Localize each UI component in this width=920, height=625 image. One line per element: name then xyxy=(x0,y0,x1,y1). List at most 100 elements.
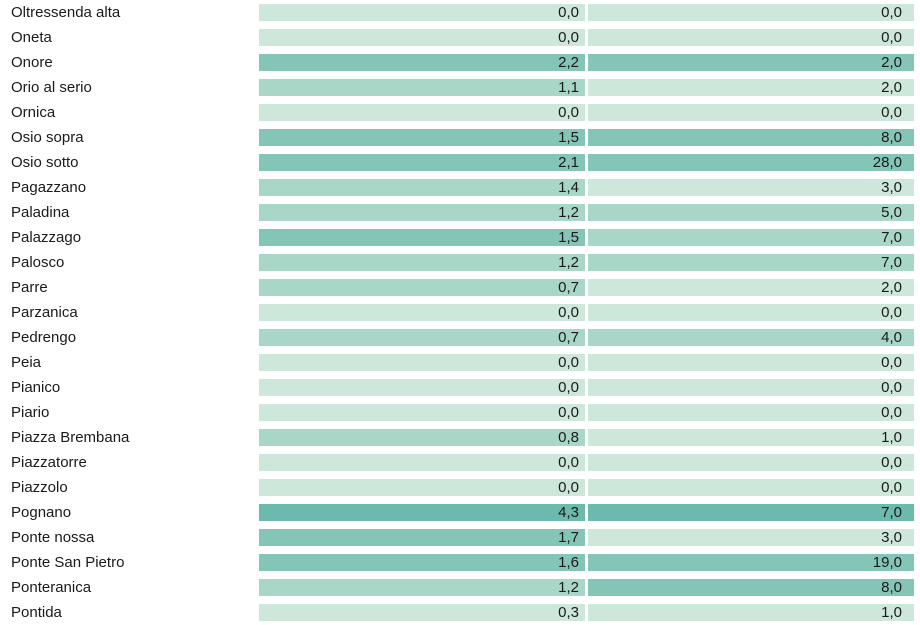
cell-value-a: 0,0 xyxy=(259,104,585,121)
cell-value-b: 0,0 xyxy=(588,29,914,46)
cell-name: Oltressenda alta xyxy=(0,4,259,21)
cell-value-a: 1,2 xyxy=(259,204,585,221)
cell-value-b: 2,0 xyxy=(588,79,914,96)
cell-value-a: 0,0 xyxy=(259,479,585,496)
table-row: Ponte nossa1,73,0 xyxy=(0,525,920,550)
cell-value-b: 0,0 xyxy=(588,379,914,396)
cell-value-a: 1,5 xyxy=(259,229,585,246)
cell-name: Osio sopra xyxy=(0,129,259,146)
cell-name: Ponte San Pietro xyxy=(0,554,259,571)
cell-name: Piazzatorre xyxy=(0,454,259,471)
cell-value-a: 0,3 xyxy=(259,604,585,621)
table-row: Pognano4,37,0 xyxy=(0,500,920,525)
table-row: Ponteranica1,28,0 xyxy=(0,575,920,600)
cell-name: Palosco xyxy=(0,254,259,271)
table-row: Osio sopra1,58,0 xyxy=(0,125,920,150)
table-row: Parzanica0,00,0 xyxy=(0,300,920,325)
cell-value-a: 1,7 xyxy=(259,529,585,546)
cell-value-b: 2,0 xyxy=(588,54,914,71)
cell-value-b: 8,0 xyxy=(588,129,914,146)
cell-value-b: 0,0 xyxy=(588,404,914,421)
cell-value-b: 0,0 xyxy=(588,4,914,21)
table-row: Orio al serio1,12,0 xyxy=(0,75,920,100)
cell-value-b: 7,0 xyxy=(588,254,914,271)
cell-value-a: 2,1 xyxy=(259,154,585,171)
table-row: Pagazzano1,43,0 xyxy=(0,175,920,200)
table-row: Piazzatorre0,00,0 xyxy=(0,450,920,475)
cell-name: Pontida xyxy=(0,604,259,621)
cell-value-b: 4,0 xyxy=(588,329,914,346)
cell-value-a: 0,0 xyxy=(259,379,585,396)
cell-name: Ponte nossa xyxy=(0,529,259,546)
cell-value-a: 1,1 xyxy=(259,79,585,96)
cell-value-b: 8,0 xyxy=(588,579,914,596)
cell-value-a: 0,8 xyxy=(259,429,585,446)
cell-name: Ponteranica xyxy=(0,579,259,596)
cell-value-b: 2,0 xyxy=(588,279,914,296)
cell-value-b: 0,0 xyxy=(588,354,914,371)
table-row: Palazzago1,57,0 xyxy=(0,225,920,250)
cell-value-b: 0,0 xyxy=(588,304,914,321)
table-row: Ponte San Pietro1,619,0 xyxy=(0,550,920,575)
table-row: Paladina1,25,0 xyxy=(0,200,920,225)
table-row: Onore2,22,0 xyxy=(0,50,920,75)
cell-value-a: 0,0 xyxy=(259,354,585,371)
cell-value-a: 0,0 xyxy=(259,29,585,46)
cell-value-a: 1,2 xyxy=(259,254,585,271)
cell-value-a: 0,0 xyxy=(259,304,585,321)
cell-name: Piazzolo xyxy=(0,479,259,496)
cell-name: Onore xyxy=(0,54,259,71)
table-row: Piario0,00,0 xyxy=(0,400,920,425)
cell-value-a: 4,3 xyxy=(259,504,585,521)
cell-name: Piario xyxy=(0,404,259,421)
table-row: Pedrengo0,74,0 xyxy=(0,325,920,350)
cell-name: Oneta xyxy=(0,29,259,46)
cell-name: Peia xyxy=(0,354,259,371)
cell-value-b: 28,0 xyxy=(588,154,914,171)
cell-value-a: 2,2 xyxy=(259,54,585,71)
cell-value-b: 0,0 xyxy=(588,454,914,471)
table-row: Oneta0,00,0 xyxy=(0,25,920,50)
cell-value-b: 0,0 xyxy=(588,479,914,496)
cell-name: Ornica xyxy=(0,104,259,121)
table-row: Pontida0,31,0 xyxy=(0,600,920,625)
cell-value-b: 0,0 xyxy=(588,104,914,121)
cell-value-b: 1,0 xyxy=(588,429,914,446)
cell-value-a: 0,7 xyxy=(259,329,585,346)
cell-name: Pagazzano xyxy=(0,179,259,196)
cell-name: Parzanica xyxy=(0,304,259,321)
cell-value-b: 3,0 xyxy=(588,529,914,546)
cell-value-a: 0,0 xyxy=(259,4,585,21)
cell-name: Pianico xyxy=(0,379,259,396)
cell-value-a: 1,2 xyxy=(259,579,585,596)
cell-name: Orio al serio xyxy=(0,79,259,96)
cell-value-b: 5,0 xyxy=(588,204,914,221)
cell-value-b: 7,0 xyxy=(588,229,914,246)
table-row: Ornica0,00,0 xyxy=(0,100,920,125)
cell-name: Paladina xyxy=(0,204,259,221)
table-row: Palosco1,27,0 xyxy=(0,250,920,275)
cell-value-a: 0,7 xyxy=(259,279,585,296)
table-row: Pianico0,00,0 xyxy=(0,375,920,400)
cell-name: Parre xyxy=(0,279,259,296)
table-row: Oltressenda alta0,00,0 xyxy=(0,0,920,25)
cell-name: Osio sotto xyxy=(0,154,259,171)
table-row: Peia0,00,0 xyxy=(0,350,920,375)
cell-value-b: 7,0 xyxy=(588,504,914,521)
cell-value-a: 1,6 xyxy=(259,554,585,571)
cell-value-b: 1,0 xyxy=(588,604,914,621)
table-row: Parre0,72,0 xyxy=(0,275,920,300)
table-row: Piazzolo0,00,0 xyxy=(0,475,920,500)
cell-name: Pognano xyxy=(0,504,259,521)
table-row: Osio sotto2,128,0 xyxy=(0,150,920,175)
cell-value-a: 0,0 xyxy=(259,454,585,471)
cell-value-b: 19,0 xyxy=(588,554,914,571)
cell-name: Piazza Brembana xyxy=(0,429,259,446)
cell-name: Pedrengo xyxy=(0,329,259,346)
cell-value-a: 1,5 xyxy=(259,129,585,146)
cell-value-a: 1,4 xyxy=(259,179,585,196)
cell-name: Palazzago xyxy=(0,229,259,246)
table-row: Piazza Brembana0,81,0 xyxy=(0,425,920,450)
cell-value-b: 3,0 xyxy=(588,179,914,196)
cell-value-a: 0,0 xyxy=(259,404,585,421)
